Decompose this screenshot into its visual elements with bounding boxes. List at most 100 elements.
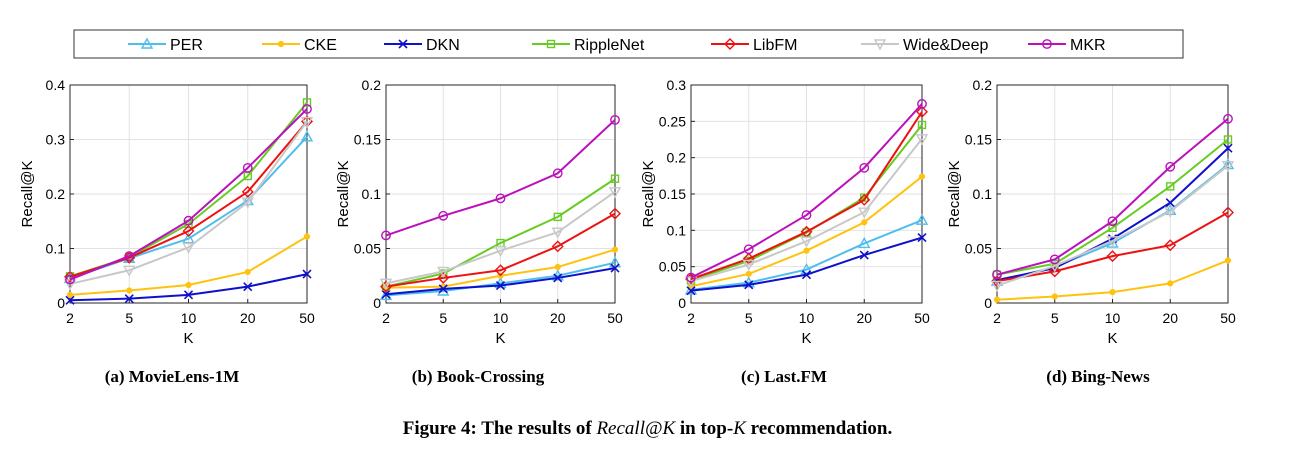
chart-panel: 0 0.05 0.1 0.15 0.2 0.25 0.3 2 5 10 20 50 K Recall@K (… <box>640 77 930 386</box>
data-point <box>1164 239 1177 252</box>
data-point <box>800 236 813 248</box>
y-axis-label: Recall@K <box>640 161 657 228</box>
legend-marker-b <box>398 39 408 49</box>
y-axis-label: Recall@K <box>19 161 36 228</box>
data-point-b <box>744 280 754 290</box>
data-point <box>1165 161 1176 172</box>
data-point <box>183 290 194 300</box>
x-tick-label: 20 <box>1162 310 1178 326</box>
series-line <box>69 120 308 285</box>
chart-panel: 0 0.05 0.1 0.15 0.2 2 5 10 20 50 K Recall@K (b) Book… <box>335 77 623 386</box>
x-tick-label: 5 <box>1051 310 1059 326</box>
data-point <box>1221 160 1235 173</box>
data-point <box>1222 206 1234 219</box>
data-point <box>610 114 620 125</box>
y-tick-label: 0.25 <box>659 113 686 129</box>
data-point <box>1224 257 1232 264</box>
data-point <box>917 233 927 243</box>
data-point <box>126 287 133 294</box>
y-axis-label: Recall@K <box>946 161 963 228</box>
data-point <box>858 236 871 249</box>
data-point <box>241 197 254 209</box>
series-line <box>996 211 1229 283</box>
data-point <box>438 284 448 294</box>
data-point <box>993 296 1001 303</box>
data-point <box>380 280 392 293</box>
data-point <box>123 251 136 264</box>
series-line <box>996 138 1229 276</box>
x-axis-label: K <box>801 330 811 347</box>
y-tick-label: 0.4 <box>46 77 66 93</box>
data-point <box>551 227 564 239</box>
subplot-caption: (b) Book-Crossing <box>412 367 545 386</box>
y-tick-label: 0.05 <box>659 259 686 275</box>
data-point <box>1109 289 1116 296</box>
data-point <box>63 279 77 291</box>
x-tick-label: 10 <box>1105 310 1121 326</box>
data-point <box>744 280 754 290</box>
data-point <box>437 266 450 278</box>
data-point <box>302 269 312 279</box>
legend-label: RippleNet <box>574 37 645 54</box>
data-point <box>300 130 314 142</box>
legend-box <box>73 29 1184 59</box>
data-point <box>300 116 314 128</box>
data-point <box>801 270 812 280</box>
data-point <box>124 294 134 304</box>
legend-item: CKE <box>262 37 337 54</box>
data-point <box>495 280 506 291</box>
data-point-b <box>381 289 391 299</box>
y-tick-label: 0.15 <box>965 132 992 148</box>
series-line <box>690 138 923 283</box>
data-point <box>65 295 75 305</box>
y-axis-label: Recall@K <box>335 161 352 228</box>
series-wide-deep <box>63 116 314 291</box>
data-point <box>182 225 195 238</box>
data-point <box>608 187 622 199</box>
data-point <box>123 265 136 277</box>
subplot-caption: (a) MovieLens-1M <box>105 367 240 386</box>
y-tick-label: 0.3 <box>667 77 687 93</box>
data-point <box>858 207 871 219</box>
y-tick-label: 0.15 <box>659 186 686 202</box>
x-axis-label: K <box>1107 330 1117 347</box>
data-point <box>1223 135 1233 144</box>
legend-label: CKE <box>304 37 337 54</box>
figure-caption: Figure 4: The results of Recall@K in top… <box>0 418 1295 440</box>
y-tick-label: 0 <box>373 295 381 311</box>
data-point <box>916 105 928 118</box>
series-wide-deep <box>990 160 1235 293</box>
data-point <box>1223 113 1233 124</box>
y-tick-label: 0.2 <box>667 150 687 166</box>
data-point <box>609 207 621 220</box>
legend: PER CKE DKN RippleNet LibFM Wide&Deep MKR <box>73 29 1184 59</box>
y-tick-label: 0.1 <box>362 186 382 202</box>
subplot-caption: (d) Bing-News <box>1046 367 1150 386</box>
legend-marker <box>1042 39 1052 49</box>
data-point <box>242 162 253 173</box>
data-point <box>990 280 1004 293</box>
data-point <box>183 215 194 226</box>
data-point <box>918 173 926 180</box>
series-mkr <box>65 104 312 285</box>
data-point <box>745 270 752 278</box>
y-tick-label: 0.05 <box>354 241 381 257</box>
data-point-b <box>302 269 312 279</box>
series-line <box>690 111 923 280</box>
x-tick-label: 50 <box>299 310 315 326</box>
data-point <box>686 272 696 283</box>
data-point <box>554 263 561 271</box>
data-point <box>992 269 1002 280</box>
x-tick-label: 5 <box>745 310 753 326</box>
data-point <box>437 271 450 284</box>
data-point <box>241 185 254 198</box>
series-libfm <box>685 105 928 286</box>
x-tick-label: 50 <box>607 310 623 326</box>
data-point <box>917 120 927 130</box>
series-line <box>996 164 1229 287</box>
data-point-b <box>1223 143 1233 153</box>
data-point <box>1107 216 1118 227</box>
series-line <box>69 108 308 281</box>
data-point <box>302 104 312 114</box>
series-cke <box>993 257 1232 303</box>
